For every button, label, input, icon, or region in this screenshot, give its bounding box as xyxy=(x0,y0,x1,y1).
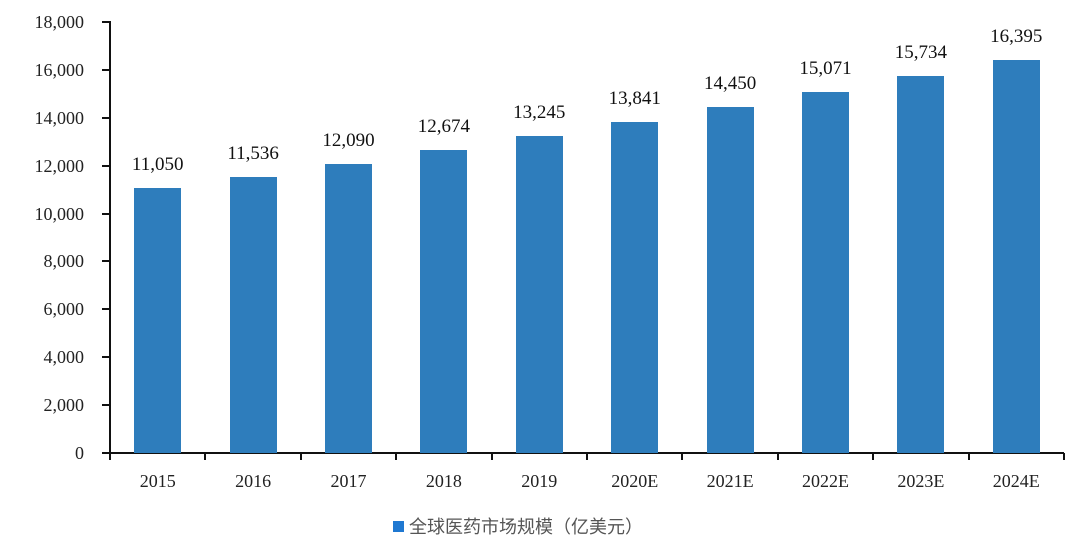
x-tick-label: 2021E xyxy=(706,471,754,491)
y-tick xyxy=(102,212,110,215)
bar xyxy=(134,188,182,453)
y-tick-label: 18,000 xyxy=(34,12,85,32)
x-tick xyxy=(681,453,684,460)
x-tick xyxy=(776,453,779,460)
bar-value-label: 13,245 xyxy=(513,101,566,123)
x-tick xyxy=(872,453,875,460)
x-tick xyxy=(586,453,588,460)
x-tick xyxy=(1063,453,1065,460)
y-tick-label: 6,000 xyxy=(43,299,85,320)
y-tick xyxy=(102,260,110,263)
x-tick-label: 2016 xyxy=(235,471,272,491)
bar xyxy=(706,107,754,453)
y-tick-label: 10,000 xyxy=(34,203,85,224)
y-tick xyxy=(102,404,110,407)
bar xyxy=(992,60,1040,453)
bar-value-label: 13,841 xyxy=(608,87,661,109)
legend: 全球医药市场规模（亿美元） xyxy=(393,513,643,539)
x-tick xyxy=(299,453,302,460)
x-tick xyxy=(967,453,970,460)
y-tick-label: 4,000 xyxy=(43,347,85,368)
y-tick-label: 16,000 xyxy=(34,59,85,80)
legend-swatch xyxy=(393,520,404,532)
y-tick-label: 2,000 xyxy=(43,395,85,416)
x-tick xyxy=(490,453,493,460)
y-tick xyxy=(102,164,110,167)
x-tick-label: 2024E xyxy=(992,471,1040,491)
bar-value-label: 15,071 xyxy=(799,58,852,80)
bar xyxy=(420,149,468,453)
x-axis xyxy=(102,452,1064,454)
y-tick xyxy=(102,116,110,119)
bar xyxy=(802,92,849,453)
y-tick xyxy=(102,452,110,454)
y-tick-label: 14,000 xyxy=(34,107,85,128)
bar xyxy=(325,163,372,453)
x-tick-label: 2018 xyxy=(425,471,462,491)
x-tick-label: 2015 xyxy=(139,471,176,491)
y-axis xyxy=(109,21,111,454)
bar-value-label: 12,090 xyxy=(322,129,375,151)
y-tick xyxy=(102,356,110,359)
x-tick xyxy=(109,453,111,460)
y-tick-label: 8,000 xyxy=(43,251,85,272)
bar-value-label: 14,450 xyxy=(703,73,757,94)
bar xyxy=(229,176,277,453)
x-tick-label: 2022E xyxy=(802,471,849,491)
y-tick-label: 0 xyxy=(75,443,84,463)
bar xyxy=(611,121,659,453)
x-tick xyxy=(395,453,398,460)
x-tick-label: 2020E xyxy=(611,471,659,491)
y-tick xyxy=(102,68,110,71)
bar-value-label: 15,734 xyxy=(894,42,948,64)
bar xyxy=(515,135,563,453)
x-tick xyxy=(204,453,207,460)
x-tick-label: 2023E xyxy=(897,471,945,491)
y-tick-label: 12,000 xyxy=(34,155,85,176)
x-tick-label: 2019 xyxy=(521,471,558,491)
y-tick xyxy=(102,308,110,311)
x-tick-label: 2017 xyxy=(330,471,367,491)
bar-value-label: 11,050 xyxy=(131,154,184,176)
bar-value-label: 12,674 xyxy=(417,115,471,137)
legend-label: 全球医药市场规模（亿美元） xyxy=(409,517,643,538)
y-tick xyxy=(102,21,110,23)
bar-value-label: 16,395 xyxy=(990,26,1043,48)
bar xyxy=(897,76,945,453)
bar-value-label: 11,536 xyxy=(227,142,279,164)
